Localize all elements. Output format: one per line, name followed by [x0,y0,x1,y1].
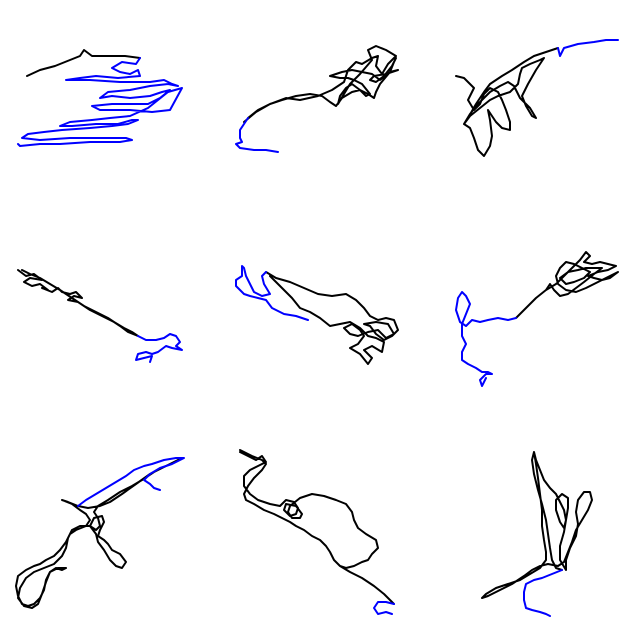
trajectory-4 [17,269,183,363]
trajectory-5 [235,265,399,365]
trajectory-2 [235,45,399,153]
trajectory-8-black-segment [239,449,395,605]
trajectory-7 [15,457,185,609]
trajectory-7-blue-segment [77,457,185,507]
trajectory-3-blue-segment [557,39,619,57]
trajectory-4-black-segment [17,269,139,337]
trajectory-1-blue-segment [17,57,183,147]
trajectory-5-blue-segment [235,265,309,321]
trajectory-9-black-segment [481,451,593,599]
trajectory-6-black-segment [515,251,619,319]
trajectory-1 [17,49,183,147]
trajectory-6 [455,251,619,387]
trajectory-3 [455,39,619,157]
trajectory-1-black-segment [26,49,141,77]
trajectory-6-blue-segment [455,291,517,387]
trajectory-2-black-segment [243,45,399,123]
trajectory-8-blue-segment [373,601,395,615]
trajectory-9-blue-segment [523,569,563,617]
trajectory-5-black-segment [265,271,399,365]
trajectory-7-black-segment [15,457,183,609]
trajectory-9 [481,451,593,617]
trajectory-4-blue-segment [135,333,183,363]
trajectory-3-black-segment [455,47,559,157]
trajectory-2-blue-segment [235,117,279,153]
trajectory-8 [239,449,395,615]
